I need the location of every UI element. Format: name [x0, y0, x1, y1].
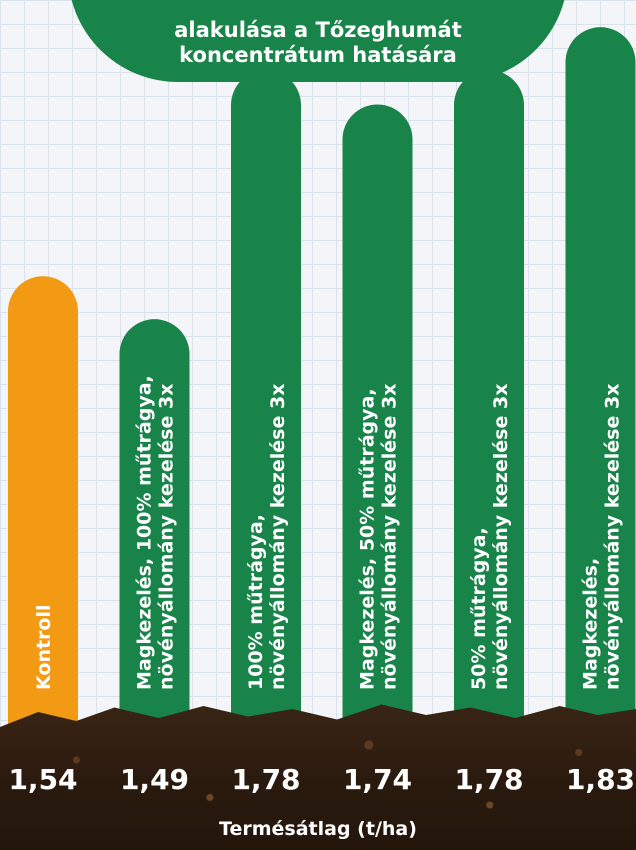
bar-label-2: Magkezelés, 100% műtrágya,növényállomány…	[134, 375, 178, 690]
value-label-2: 1,49	[119, 763, 190, 796]
soil-ground	[0, 704, 636, 850]
bar-5	[454, 70, 524, 740]
bar-label-line: növényállomány kezelése 3x	[267, 384, 289, 690]
bar-2	[119, 319, 190, 740]
bar-label-line: Magkezelés, 100% műtrágya,	[134, 375, 156, 690]
bar-label-line: Kontroll	[33, 605, 55, 691]
title-line-1: alakulása a Tőzeghumát	[174, 18, 462, 42]
value-label-6: 1,83	[565, 763, 636, 796]
bar-3	[231, 70, 301, 740]
bar-label-6: Magkezelés,növényállomány kezelése 3x	[580, 384, 624, 690]
bar-label-line: 50% műtrágya,	[468, 527, 490, 690]
value-label-5: 1,78	[454, 763, 524, 796]
bar-4	[342, 104, 413, 740]
bar-label-1: Kontroll	[33, 605, 55, 691]
bar-label-line: növényállomány kezelése 3x	[490, 384, 512, 690]
bar-label-line: növényállomány kezelése 3x	[379, 384, 401, 690]
bar-6	[565, 27, 636, 741]
bar-label-3: 100% műtrágya,növényállomány kezelése 3x	[245, 384, 289, 690]
x-axis-label: Termésátlag (t/ha)	[219, 818, 417, 840]
bar-label-line: Magkezelés, 50% műtrágya,	[357, 388, 379, 690]
value-label-1: 1,54	[8, 763, 78, 796]
bar-1	[8, 276, 78, 740]
bar-label-5: 50% műtrágya,növényállomány kezelése 3x	[468, 384, 512, 690]
title-banner: alakulása a Tőzeghumát koncentrátum hatá…	[68, 0, 568, 82]
value-labels-row: 1,54 1,49 1,78 1,74 1,78 1,83	[0, 760, 636, 810]
bar-label-line: Magkezelés,	[580, 558, 602, 690]
value-label-3: 1,78	[231, 763, 301, 796]
title-line-2: koncentrátum hatására	[179, 43, 457, 67]
value-label-4: 1,74	[342, 763, 413, 796]
bar-label-line: 100% műtrágya,	[245, 514, 267, 690]
bar-label-line: növényállomány kezelése 3x	[602, 384, 624, 690]
bar-label-line: növényállomány kezelése 3x	[156, 384, 178, 690]
bar-label-4: Magkezelés, 50% műtrágya,növényállomány …	[357, 384, 401, 690]
